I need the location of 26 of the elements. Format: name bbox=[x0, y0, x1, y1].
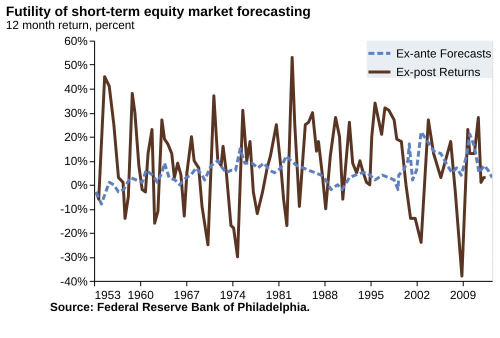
x-tick-label: 1981 bbox=[266, 288, 292, 302]
line-series bbox=[94, 130, 492, 206]
x-tick-label: 1988 bbox=[312, 288, 338, 302]
x-tick-label: 1960 bbox=[128, 288, 154, 302]
chart-title: Futility of short-term equity market forecasting bbox=[6, 4, 311, 20]
legend-label: Ex-ante Forecasts bbox=[396, 47, 492, 60]
y-tick-label: 40% bbox=[64, 83, 88, 96]
chart-subtitle: 12 month return, percent bbox=[6, 18, 136, 32]
x-tick-label: 1953 bbox=[94, 288, 122, 302]
x-tick-label: 1967 bbox=[174, 288, 200, 302]
y-tick-label: 0% bbox=[70, 179, 88, 192]
y-tick-label: -10% bbox=[60, 203, 88, 216]
y-tick-label: 60% bbox=[64, 35, 88, 48]
y-tick-label: 30% bbox=[64, 107, 88, 120]
y-tick-label: 10% bbox=[64, 155, 88, 168]
legend-label: Ex-post Returns bbox=[396, 66, 480, 79]
y-tick-label: -20% bbox=[60, 227, 88, 240]
y-tick-label: -30% bbox=[60, 251, 88, 264]
source-note: Source: Federal Reserve Bank of Philadelphia. bbox=[50, 301, 310, 314]
x-tick-label: 1974 bbox=[220, 288, 246, 302]
y-tick-label: -40% bbox=[60, 275, 88, 288]
x-tick-label: 2009 bbox=[450, 288, 476, 302]
y-tick-label: 20% bbox=[64, 131, 88, 144]
x-tick-label: 1995 bbox=[358, 288, 384, 302]
y-tick-label: 50% bbox=[64, 59, 88, 72]
x-tick-label: 2002 bbox=[404, 288, 430, 302]
